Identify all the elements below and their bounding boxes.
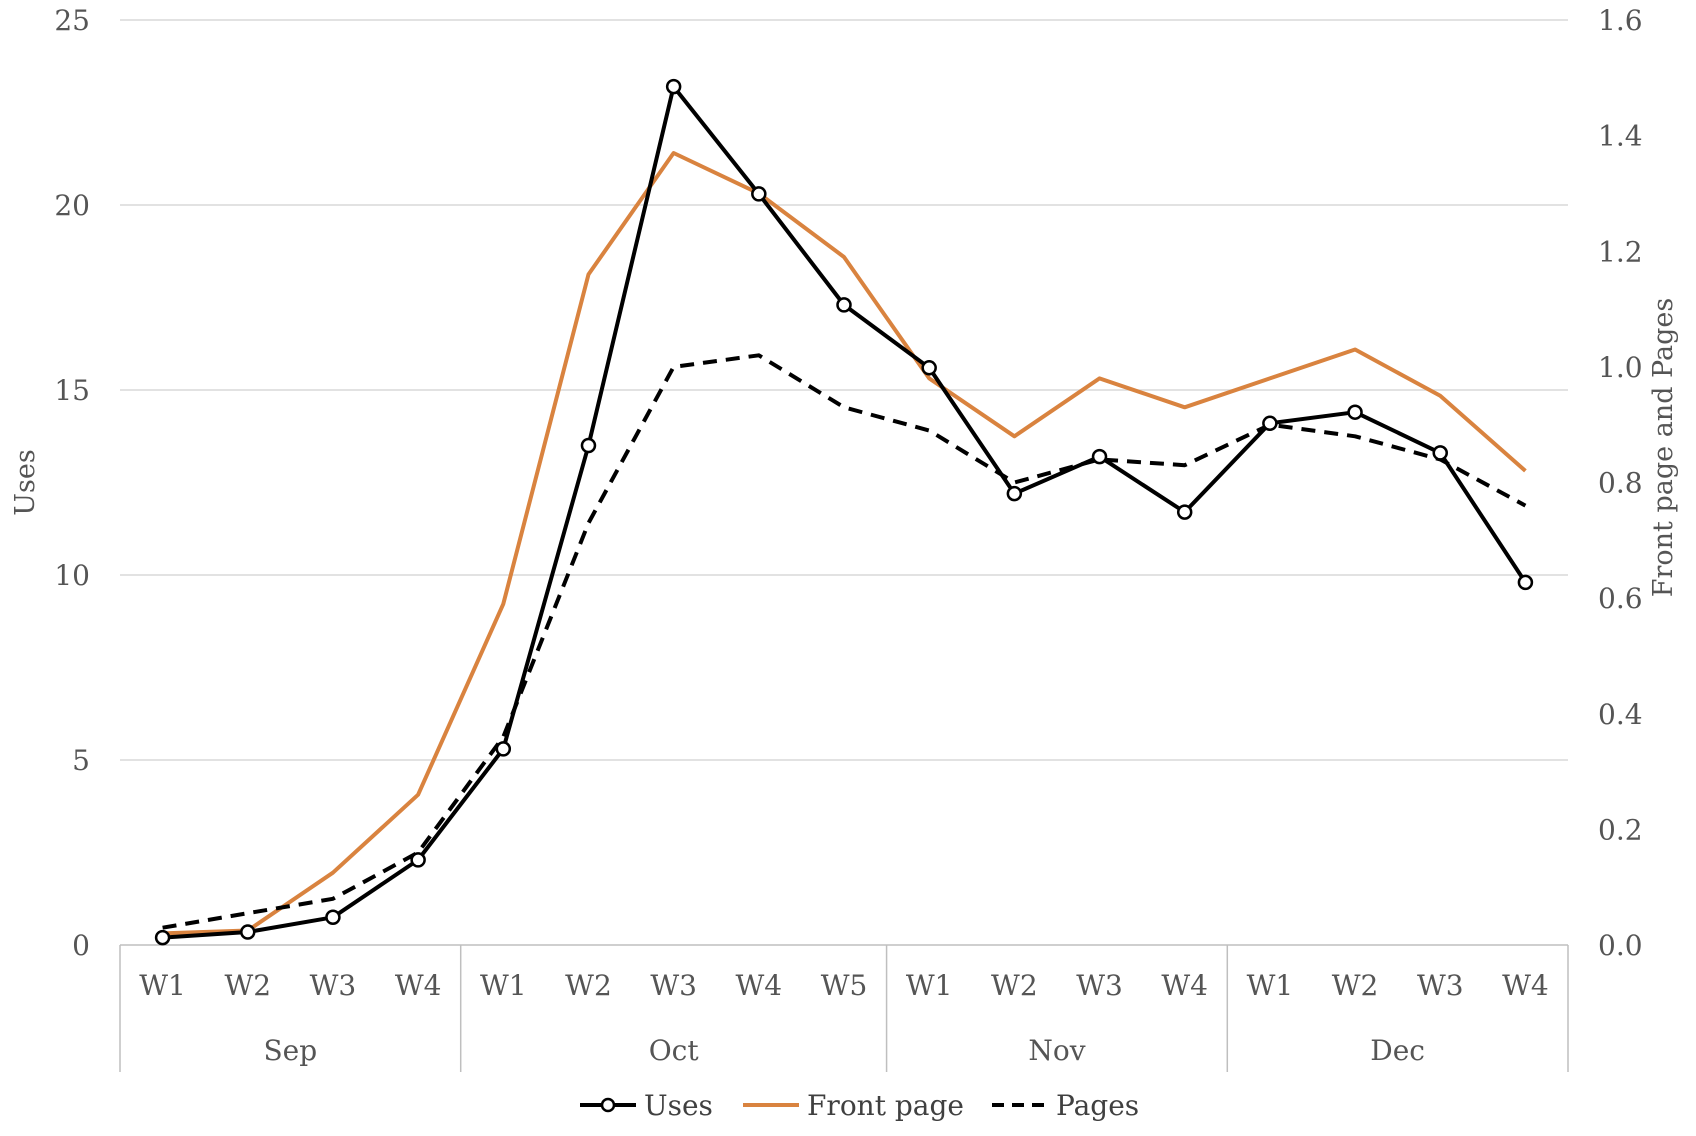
series-line-uses: [162, 84, 1528, 940]
x-tick-label: W5: [821, 969, 868, 1002]
x-tick-label: W4: [1502, 969, 1549, 1002]
x-tick-label: W1: [1247, 969, 1294, 1002]
x-tick-label: W1: [139, 969, 186, 1002]
x-tick-label: W3: [650, 969, 697, 1002]
x-tick-label: W2: [565, 969, 612, 1002]
data-point-uses: [1432, 445, 1448, 461]
data-point-uses: [580, 437, 597, 454]
legend-label-front-page: Front page: [807, 1089, 964, 1122]
data-point-uses: [154, 929, 171, 946]
y2-tick-label: 0.6: [1598, 582, 1643, 615]
data-point-uses: [410, 852, 426, 868]
x-group-label: Oct: [649, 1034, 700, 1067]
y-axis-title: Uses: [10, 449, 41, 515]
x-tick-label: W2: [224, 969, 271, 1002]
x-tick-label: W2: [991, 969, 1038, 1002]
y2-tick-label: 1.2: [1598, 235, 1643, 268]
legend-marker-uses: [600, 1097, 616, 1113]
y-tick-label: 5: [72, 744, 90, 777]
legend-label-uses: Uses: [644, 1089, 713, 1122]
y2-tick-label: 0.8: [1598, 467, 1643, 500]
x-tick-label: W4: [736, 969, 783, 1002]
data-point-uses: [1006, 485, 1023, 502]
x-tick-label: W4: [1161, 969, 1208, 1002]
data-point-uses: [1262, 415, 1278, 432]
y2-tick-label: 1.4: [1598, 120, 1643, 153]
data-point-uses: [1347, 404, 1363, 420]
x-tick-label: W2: [1332, 969, 1379, 1002]
x-tick-label: W3: [310, 969, 357, 1002]
y-tick-label: 10: [54, 559, 90, 592]
y-tick-label: 15: [54, 374, 90, 407]
y-tick-label: 25: [54, 4, 90, 37]
data-point-uses: [1517, 574, 1534, 591]
y2-tick-label: 1.0: [1598, 351, 1643, 384]
x-group-label: Nov: [1028, 1034, 1085, 1067]
y2-tick-label: 0.4: [1598, 698, 1643, 731]
data-point-uses: [240, 924, 256, 940]
data-point-uses: [921, 360, 937, 376]
y-tick-label: 0: [72, 929, 90, 962]
x-tick-label: W1: [480, 969, 527, 1002]
series-line-pages: [162, 353, 1527, 930]
y-tick-label: 20: [54, 189, 90, 222]
data-point-uses: [751, 186, 767, 202]
x-tick-label: W3: [1417, 969, 1464, 1002]
data-point-uses: [1176, 504, 1193, 520]
y2-tick-label: 0.0: [1598, 929, 1643, 962]
x-group-label: Sep: [264, 1034, 318, 1067]
data-point-uses: [495, 741, 512, 757]
x-group-label: Dec: [1370, 1034, 1425, 1067]
y2-tick-label: 0.2: [1598, 813, 1643, 846]
x-tick-label: W1: [906, 969, 953, 1002]
data-point-uses: [665, 78, 682, 95]
data-point-uses: [325, 909, 341, 925]
y2-tick-label: 1.6: [1598, 4, 1643, 37]
y2-axis-title: Front page and Pages: [1648, 298, 1679, 597]
series-line-front-page: [162, 151, 1527, 936]
data-point-uses: [1091, 448, 1108, 465]
x-tick-label: W4: [395, 969, 442, 1002]
x-tick-label: W3: [1076, 969, 1123, 1002]
legend-label-pages: Pages: [1056, 1089, 1139, 1122]
data-point-uses: [836, 297, 852, 313]
